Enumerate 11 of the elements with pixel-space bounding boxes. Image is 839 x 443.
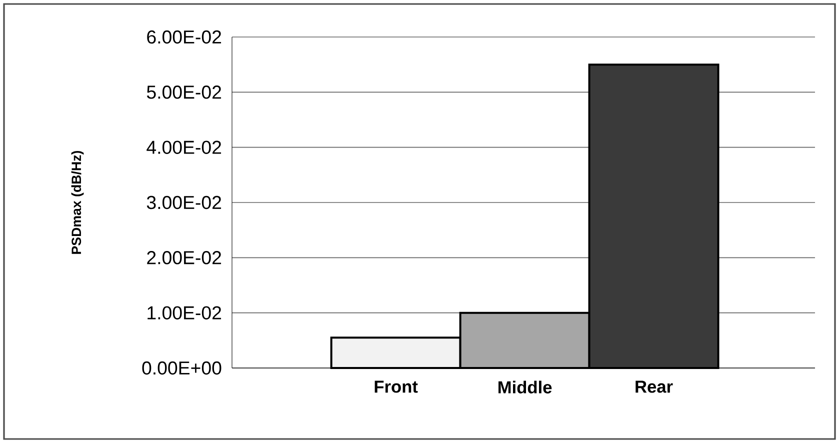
y-tick-label: 2.00E-02 <box>147 251 222 264</box>
y-tick-label: 4.00E-02 <box>146 140 222 154</box>
y-axis-title: PSDmax (dB/Hz) <box>71 150 84 254</box>
x-tick-label: Rear <box>636 380 673 393</box>
y-tick-label: 3.00E-02 <box>146 196 222 210</box>
y-tick-label: 0.00E+00 <box>142 361 222 375</box>
x-tick-label: Front <box>374 380 418 393</box>
y-tick-label: 1.00E-02 <box>148 306 222 320</box>
x-tick-label: Middle <box>498 380 552 394</box>
y-tick-label: 6.00E-02 <box>147 30 222 44</box>
y-tick-label: 5.00E-02 <box>146 86 222 99</box>
